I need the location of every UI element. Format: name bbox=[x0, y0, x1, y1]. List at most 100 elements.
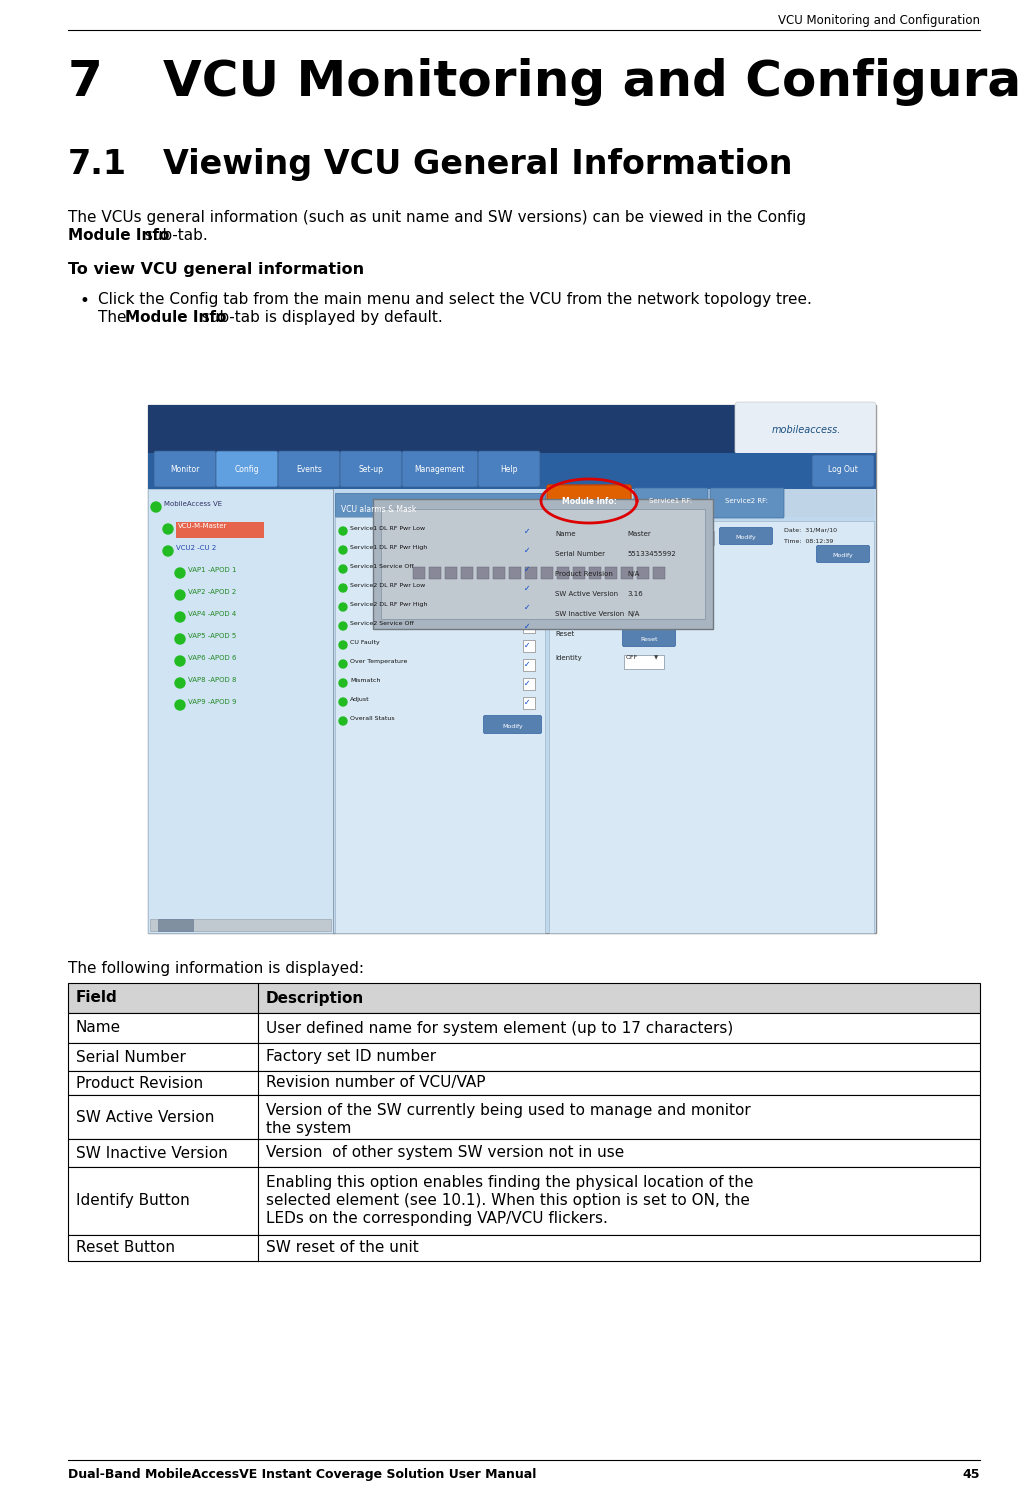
FancyBboxPatch shape bbox=[403, 451, 478, 487]
Bar bbox=[150, 919, 331, 931]
Bar bbox=[477, 568, 489, 580]
Bar bbox=[413, 568, 425, 580]
Text: mobileaccess.: mobileaccess. bbox=[771, 424, 841, 435]
Text: ✓: ✓ bbox=[524, 641, 530, 650]
Text: ▼: ▼ bbox=[654, 654, 658, 660]
Bar bbox=[523, 583, 535, 595]
Text: selected element (see 10.1). When this option is set to ON, the: selected element (see 10.1). When this o… bbox=[266, 1194, 750, 1209]
Bar bbox=[429, 568, 441, 580]
Bar bbox=[158, 919, 193, 931]
Text: Click the Config tab from the main menu and select the VCU from the network topo: Click the Config tab from the main menu … bbox=[98, 291, 812, 306]
Text: ✓: ✓ bbox=[524, 660, 530, 669]
Bar bbox=[335, 493, 545, 517]
Text: Dual-Band MobileAccessVE Instant Coverage Solution User Manual: Dual-Band MobileAccessVE Instant Coverag… bbox=[68, 1469, 536, 1481]
Text: Reset Button: Reset Button bbox=[76, 1240, 175, 1255]
FancyBboxPatch shape bbox=[623, 629, 676, 647]
Text: Service2 Service Off: Service2 Service Off bbox=[350, 622, 414, 626]
Text: ✓: ✓ bbox=[524, 527, 530, 536]
Text: Description: Description bbox=[266, 991, 364, 1005]
Circle shape bbox=[339, 717, 347, 725]
Circle shape bbox=[175, 568, 185, 578]
Text: LEDs on the corresponding VAP/VCU flickers.: LEDs on the corresponding VAP/VCU flicke… bbox=[266, 1212, 608, 1227]
Text: Overall Status: Overall Status bbox=[350, 716, 394, 722]
Text: VAP6 -APOD 6: VAP6 -APOD 6 bbox=[187, 654, 236, 660]
Circle shape bbox=[339, 545, 347, 554]
Bar bbox=[148, 405, 876, 453]
Text: VAP8 -APOD 8: VAP8 -APOD 8 bbox=[187, 677, 236, 683]
Bar bbox=[605, 568, 616, 580]
Text: Service2 RF:: Service2 RF: bbox=[726, 498, 768, 503]
Bar bbox=[68, 1138, 980, 1167]
Bar bbox=[176, 521, 264, 538]
Bar bbox=[461, 568, 473, 580]
Circle shape bbox=[163, 524, 173, 533]
Text: Over Temperature: Over Temperature bbox=[350, 659, 408, 663]
FancyBboxPatch shape bbox=[216, 451, 278, 487]
Bar bbox=[523, 545, 535, 557]
Text: VAP2 -APOD 2: VAP2 -APOD 2 bbox=[187, 589, 236, 595]
Text: Module Info: Module Info bbox=[125, 309, 226, 326]
Bar bbox=[373, 499, 713, 629]
Bar bbox=[68, 1071, 980, 1095]
Text: OFF: OFF bbox=[626, 654, 638, 660]
Text: User defined name for system element (up to 17 characters): User defined name for system element (up… bbox=[266, 1020, 734, 1035]
Text: SW Active Version: SW Active Version bbox=[555, 592, 619, 598]
Text: Adjust: Adjust bbox=[350, 698, 370, 702]
Text: MobileAccess VE: MobileAccess VE bbox=[164, 500, 222, 506]
Text: sub-tab is displayed by default.: sub-tab is displayed by default. bbox=[197, 309, 442, 326]
Text: •: • bbox=[81, 291, 90, 309]
Text: ✓: ✓ bbox=[524, 604, 530, 613]
Circle shape bbox=[339, 641, 347, 648]
Text: Management: Management bbox=[415, 465, 466, 474]
Text: Help: Help bbox=[500, 465, 518, 474]
Bar bbox=[381, 509, 705, 619]
Bar bbox=[68, 1095, 980, 1138]
Text: Name: Name bbox=[76, 1020, 121, 1035]
Bar bbox=[624, 654, 664, 669]
Bar bbox=[148, 489, 876, 932]
Text: 7.1: 7.1 bbox=[68, 148, 127, 181]
Text: Service1 Service Off: Service1 Service Off bbox=[350, 565, 414, 569]
Bar bbox=[523, 659, 535, 671]
Circle shape bbox=[175, 613, 185, 622]
Text: VAP9 -APOD 9: VAP9 -APOD 9 bbox=[187, 699, 236, 705]
Bar bbox=[573, 568, 585, 580]
Bar bbox=[523, 602, 535, 614]
Text: SW Active Version: SW Active Version bbox=[76, 1110, 214, 1125]
FancyBboxPatch shape bbox=[478, 451, 540, 487]
Bar bbox=[523, 639, 535, 651]
Bar bbox=[523, 526, 535, 538]
Text: 3.16: 3.16 bbox=[627, 592, 643, 598]
Text: Modify: Modify bbox=[833, 553, 853, 557]
Circle shape bbox=[339, 527, 347, 535]
Text: Modify: Modify bbox=[502, 725, 524, 729]
Bar bbox=[549, 521, 874, 932]
Bar bbox=[557, 568, 569, 580]
Bar bbox=[525, 568, 537, 580]
Text: ✓: ✓ bbox=[524, 584, 530, 593]
Text: Log Out: Log Out bbox=[828, 465, 858, 474]
Text: SW Inactive Version: SW Inactive Version bbox=[555, 611, 625, 617]
Bar bbox=[523, 622, 535, 633]
Text: 45: 45 bbox=[963, 1469, 980, 1481]
Text: Factory set ID number: Factory set ID number bbox=[266, 1049, 436, 1065]
Bar bbox=[523, 698, 535, 710]
Text: N/A: N/A bbox=[627, 611, 639, 617]
FancyBboxPatch shape bbox=[710, 489, 784, 518]
Text: VCU2 -CU 2: VCU2 -CU 2 bbox=[176, 545, 216, 551]
Text: Service1 RF:: Service1 RF: bbox=[649, 498, 693, 503]
Text: VAP5 -APOD 5: VAP5 -APOD 5 bbox=[187, 633, 236, 639]
Text: VAP1 -APOD 1: VAP1 -APOD 1 bbox=[187, 568, 236, 574]
FancyBboxPatch shape bbox=[735, 402, 876, 454]
Text: Service2 DL RF Pwr Low: Service2 DL RF Pwr Low bbox=[350, 583, 425, 589]
Circle shape bbox=[339, 565, 347, 574]
Text: VCU Monitoring and Configuration: VCU Monitoring and Configuration bbox=[777, 13, 980, 27]
Text: ✓: ✓ bbox=[524, 678, 530, 689]
Text: To view VCU general information: To view VCU general information bbox=[68, 261, 364, 276]
Circle shape bbox=[175, 701, 185, 710]
Bar bbox=[510, 568, 521, 580]
Bar bbox=[68, 1043, 980, 1071]
Circle shape bbox=[339, 622, 347, 630]
Bar bbox=[148, 489, 333, 932]
Text: Identify Button: Identify Button bbox=[76, 1194, 190, 1209]
